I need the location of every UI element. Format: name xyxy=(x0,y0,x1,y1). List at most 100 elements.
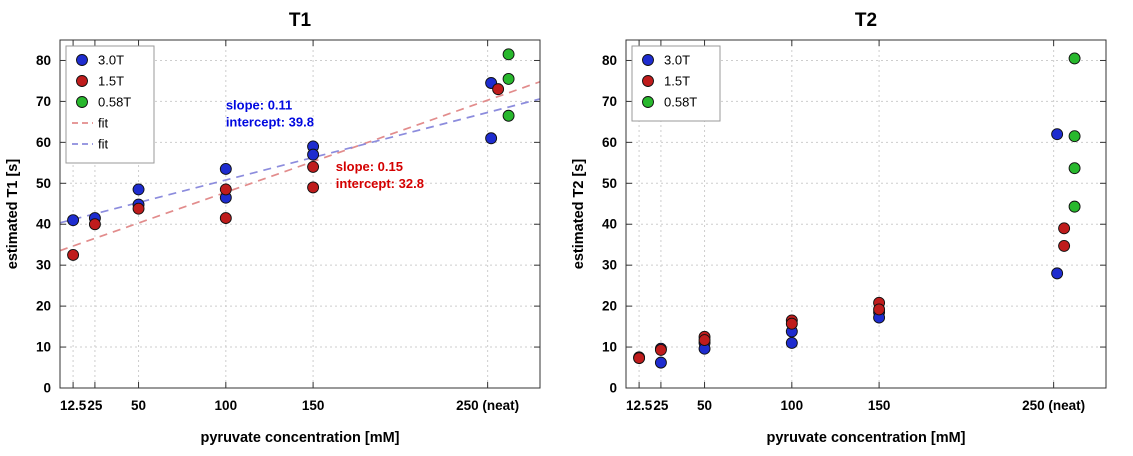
data-point xyxy=(633,352,646,365)
data-point xyxy=(1051,128,1064,141)
y-tick-label: 70 xyxy=(602,94,617,109)
data-point xyxy=(307,148,320,161)
legend-label: fit xyxy=(98,116,109,131)
data-point xyxy=(1068,200,1081,213)
data-point xyxy=(785,337,798,349)
data-point xyxy=(1068,52,1081,65)
legend-marker-circle xyxy=(76,75,88,87)
data-point xyxy=(654,356,667,369)
y-tick-label: 30 xyxy=(36,258,51,273)
data-point xyxy=(502,109,515,122)
chart-title: T1 xyxy=(289,10,312,31)
series-0.58T xyxy=(1068,52,1081,213)
axis-labels: pyruvate concentration [mM] estimated T1 … xyxy=(5,159,400,446)
data-point xyxy=(307,160,320,173)
legend-marker-circle xyxy=(642,96,654,108)
legend-label: 3.0T xyxy=(664,53,690,68)
x-tick-label: 250 (neat) xyxy=(1022,398,1085,413)
t1-panel: 12.5 25 50 100 150 250 (neat) 0 10 20 30 40 50 60 70 8… xyxy=(0,0,566,456)
data-point xyxy=(132,183,145,196)
x-tick-label: 150 xyxy=(868,398,891,413)
legend-marker-circle xyxy=(642,54,654,66)
data-point xyxy=(785,317,798,330)
y-tick-label: 20 xyxy=(602,299,617,314)
y-tick-label: 80 xyxy=(602,53,617,68)
legend-label: 0.58T xyxy=(98,95,131,110)
t2-chart: 12.5 25 50 100 150 250 (neat) 0 10 20 30 40 50 60 70 8… xyxy=(571,10,1107,446)
legend: 3.0T 1.5T 0.58T xyxy=(631,45,721,122)
y-tick-label: 20 xyxy=(36,299,51,314)
x-axis-label: pyruvate concentration [mM] xyxy=(767,430,966,446)
data-point xyxy=(1058,239,1071,252)
y-tick-label: 40 xyxy=(36,217,51,232)
data-point xyxy=(1058,222,1071,235)
axis-box xyxy=(625,39,1107,389)
y-axis-label: estimated T2 [s] xyxy=(571,159,587,270)
data-point xyxy=(307,181,320,194)
y-tick-label: 0 xyxy=(609,381,617,396)
fit-lines xyxy=(59,80,541,252)
x-tick-label: 50 xyxy=(697,398,712,413)
tick-labels: 12.5 25 50 100 150 250 (neat) 0 10 20 30 40 50 60 70 8… xyxy=(602,53,1085,413)
x-tick-label: 150 xyxy=(302,398,325,413)
y-tick-label: 60 xyxy=(602,135,617,150)
t2-panel: 12.5 25 50 100 150 250 (neat) 0 10 20 30 40 50 60 70 8… xyxy=(566,0,1132,456)
data-point xyxy=(654,343,667,356)
data-point xyxy=(698,334,711,347)
x-tick-label: 25 xyxy=(653,398,669,413)
chart-title: T2 xyxy=(855,10,877,31)
data-point xyxy=(67,248,80,261)
annotation-text: intercept: 32.8 xyxy=(336,176,424,191)
fit-line xyxy=(59,80,541,252)
y-tick-label: 80 xyxy=(36,53,51,68)
data-point xyxy=(873,303,886,316)
data-point xyxy=(485,132,498,145)
annotations: slope: 0.11 intercept: 39.8 slope: 0.15 int… xyxy=(226,98,424,191)
legend-label: 3.0T xyxy=(98,53,124,68)
t1-chart: 12.5 25 50 100 150 250 (neat) 0 10 20 30 40 50 60 70 8… xyxy=(5,10,541,446)
y-tick-label: 60 xyxy=(36,135,51,150)
data-point xyxy=(219,183,232,196)
axis-labels: pyruvate concentration [mM] estimated T2 … xyxy=(571,159,966,446)
legend-label: 0.58T xyxy=(664,95,697,110)
y-axis-label: estimated T1 [s] xyxy=(5,159,21,270)
legend-label: fit xyxy=(98,137,109,152)
y-tick-label: 10 xyxy=(602,340,617,355)
y-tick-label: 50 xyxy=(36,176,51,191)
y-tick-label: 10 xyxy=(36,340,51,355)
data-point xyxy=(1051,267,1064,280)
annotation-text: intercept: 39.8 xyxy=(226,115,314,130)
y-tick-label: 70 xyxy=(36,94,51,109)
axis-box xyxy=(59,39,541,389)
annotation-text: slope: 0.11 xyxy=(226,98,292,113)
series-1.5T xyxy=(633,222,1071,365)
x-tick-label: 12.5 xyxy=(626,398,653,413)
tick-labels: 12.5 25 50 100 150 250 (neat) 0 10 20 30 40 50 60 70 8… xyxy=(36,53,519,413)
x-tick-label: 100 xyxy=(781,398,804,413)
data-point xyxy=(88,218,101,231)
data-point xyxy=(502,72,515,85)
x-axis-label: pyruvate concentration [mM] xyxy=(201,430,400,446)
data-point xyxy=(219,212,232,225)
data-point xyxy=(132,202,145,215)
legend: 3.0T 1.5T 0.58T fit fit xyxy=(65,45,155,164)
y-tick-label: 30 xyxy=(602,258,617,273)
x-tick-label: 250 (neat) xyxy=(456,398,519,413)
series-1.5T xyxy=(67,83,505,261)
annotation-text: slope: 0.15 xyxy=(336,159,403,174)
data-point xyxy=(1068,162,1081,175)
y-tick-label: 40 xyxy=(602,217,617,232)
x-tick-label: 25 xyxy=(87,398,103,413)
x-tick-label: 50 xyxy=(131,398,146,413)
legend-label: 1.5T xyxy=(98,74,124,89)
x-tick-label: 100 xyxy=(215,398,238,413)
y-tick-label: 0 xyxy=(43,381,51,396)
data-point xyxy=(1068,130,1081,143)
legend-marker-circle xyxy=(642,75,654,87)
fit-line xyxy=(59,98,541,224)
series-0.58T xyxy=(502,48,515,122)
data-point xyxy=(219,163,232,175)
data-point xyxy=(67,214,80,227)
legend-marker-circle xyxy=(76,96,88,108)
